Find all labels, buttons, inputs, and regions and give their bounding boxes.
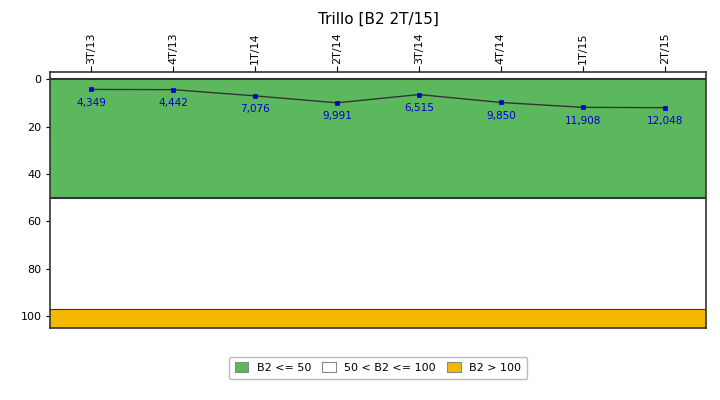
Text: 9,991: 9,991: [322, 111, 352, 121]
Text: 4,442: 4,442: [158, 98, 188, 108]
Text: 7,076: 7,076: [240, 104, 270, 114]
Bar: [50, 198, 706, 309]
Bar: [50, 79, 706, 198]
Text: 11,908: 11,908: [564, 116, 601, 126]
Title: Trillo [B2 2T/15]: Trillo [B2 2T/15]: [318, 12, 438, 26]
Text: 9,850: 9,850: [486, 111, 516, 121]
Text: 12,048: 12,048: [647, 116, 683, 126]
Bar: [50, 309, 706, 328]
Text: 4,349: 4,349: [76, 98, 107, 108]
Legend: B2 <= 50, 50 < B2 <= 100, B2 > 100: B2 <= 50, 50 < B2 <= 100, B2 > 100: [229, 357, 527, 379]
Text: 6,515: 6,515: [404, 103, 434, 113]
